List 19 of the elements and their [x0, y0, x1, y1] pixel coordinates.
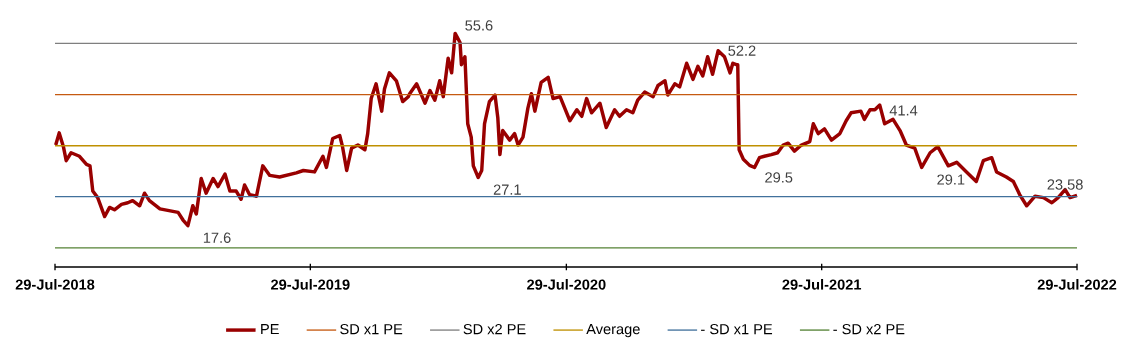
legend-label: - SD x2 PE — [833, 323, 905, 335]
x-tick-label: 29-Jul-2021 — [782, 279, 862, 290]
annotation: 41.4 — [889, 105, 918, 116]
legend-label: PE — [261, 324, 279, 335]
legend-label: SD x1 PE — [340, 323, 403, 335]
annotation: 27.1 — [493, 184, 521, 195]
annotation: 29.5 — [765, 172, 793, 183]
annotation: 55.6 — [465, 20, 493, 31]
x-tick-label: 29-Jul-2019 — [271, 279, 350, 290]
legend-label: - SD x1 PE — [701, 323, 773, 335]
x-tick-label: 29-Jul-2018 — [15, 279, 95, 290]
legend-label: Average — [586, 324, 640, 338]
x-tick-label: 29-Jul-2020 — [527, 279, 606, 290]
annotation: 52.2 — [728, 45, 756, 56]
x-tick-label: 29-Jul-2022 — [1037, 279, 1117, 290]
annotation: 17.6 — [203, 232, 231, 243]
annotation: 23.58 — [1047, 179, 1083, 190]
legend-label: SD x2 PE — [463, 323, 526, 335]
annotation: 29.1 — [937, 174, 965, 185]
